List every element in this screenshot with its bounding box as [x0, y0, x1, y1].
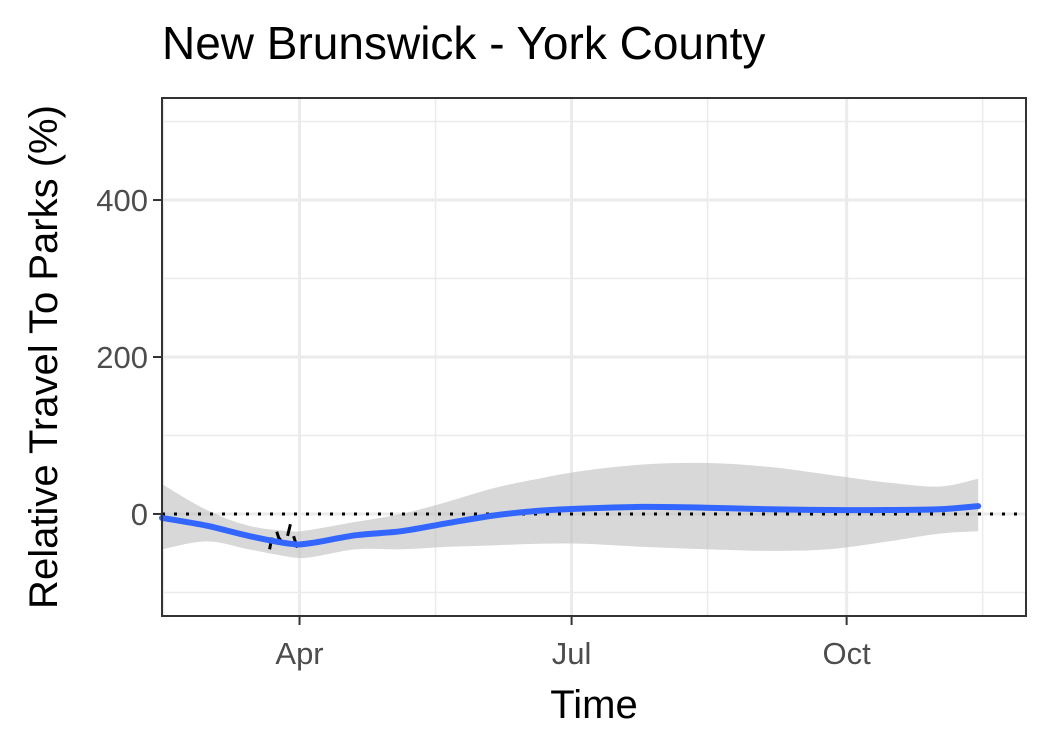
- y-axis-ticks: 0 200 400: [96, 183, 162, 532]
- x-tick-label: Jul: [552, 636, 592, 671]
- smooth-trend-line: [159, 503, 982, 548]
- y-tick-label: 0: [131, 497, 148, 532]
- raw-series-line: [268, 523, 301, 554]
- x-axis-title: Time: [550, 683, 637, 727]
- x-tick-label: Oct: [823, 636, 872, 671]
- x-tick-label: Apr: [275, 636, 323, 671]
- x-axis-ticks: Apr Jul Oct: [275, 616, 871, 671]
- y-tick-label: 400: [96, 183, 148, 218]
- y-tick-label: 200: [96, 340, 148, 375]
- y-axis-title: Relative Travel To Parks (%): [22, 105, 66, 609]
- chart-title: New Brunswick - York County: [162, 17, 766, 69]
